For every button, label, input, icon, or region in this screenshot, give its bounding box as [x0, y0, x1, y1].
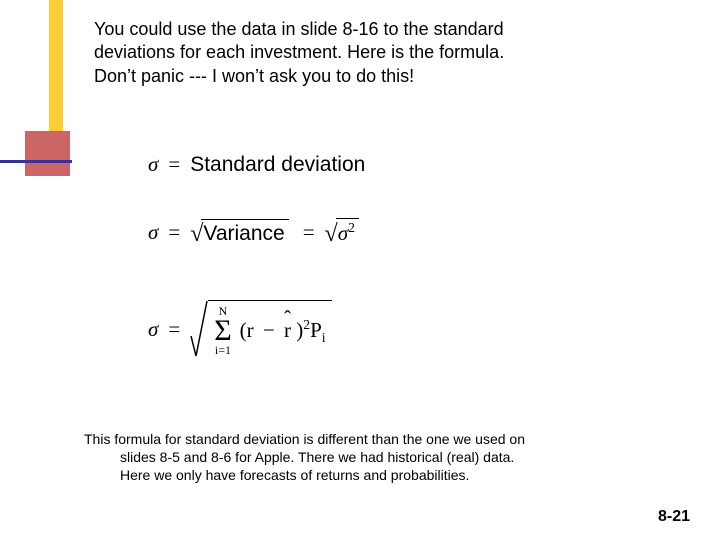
- sqrt-sigma-squared: √ σ2: [325, 218, 359, 246]
- footnote-line-3: Here we only have forecasts of returns a…: [84, 466, 644, 484]
- term-open: (r − r )2Pi: [240, 318, 326, 343]
- intro-line-1: You could use the data in slide 8-16 to …: [94, 19, 504, 39]
- sqrt-variance: √ Variance: [190, 219, 289, 246]
- exponent-2: 2: [348, 220, 355, 235]
- sum-lower-limit: i=1: [215, 344, 231, 356]
- intro-text: You could use the data in slide 8-16 to …: [94, 18, 654, 88]
- formula-sigma-summation: σ = N Σ i=1 (r − r )2Pi: [148, 300, 332, 358]
- footnote-line-2: slides 8-5 and 8-6 for Apple. There we h…: [84, 448, 644, 466]
- equals-sign: =: [303, 220, 315, 245]
- r-hat: r: [284, 318, 291, 343]
- sigma-symbol: σ: [338, 221, 348, 245]
- P-subscript: i: [322, 330, 326, 345]
- intro-line-3: Don’t panic --- I won’t ask you to do th…: [94, 66, 414, 86]
- formula-sigma-sqrt-variance: σ = √ Variance = √ σ2: [148, 218, 359, 246]
- page-number: 8-21: [658, 508, 690, 526]
- decor-red-box: [25, 131, 70, 176]
- formula-sigma-definition: σ = Standard deviation: [148, 152, 365, 177]
- sigma-symbol: σ: [148, 220, 158, 245]
- sigma-symbol: σ: [148, 152, 158, 177]
- standard-deviation-label: Standard deviation: [190, 153, 365, 177]
- equals-sign: =: [168, 220, 180, 245]
- variance-label: Variance: [201, 219, 288, 246]
- sigma-symbol: σ: [148, 317, 158, 342]
- sum-sigma-icon: Σ: [214, 317, 231, 344]
- equals-sign: =: [168, 152, 180, 177]
- decor-blue-line: [0, 160, 72, 163]
- equals-sign: =: [168, 317, 180, 342]
- summation-block: N Σ i=1: [214, 305, 231, 356]
- sqrt-summation: N Σ i=1 (r − r )2Pi: [190, 300, 331, 358]
- P-symbol: P: [310, 318, 322, 342]
- footnote-text: This formula for standard deviation is d…: [84, 430, 644, 485]
- intro-line-2: deviations for each investment. Here is …: [94, 42, 504, 62]
- radical-icon: [190, 300, 208, 358]
- footnote-line-1: This formula for standard deviation is d…: [84, 431, 525, 447]
